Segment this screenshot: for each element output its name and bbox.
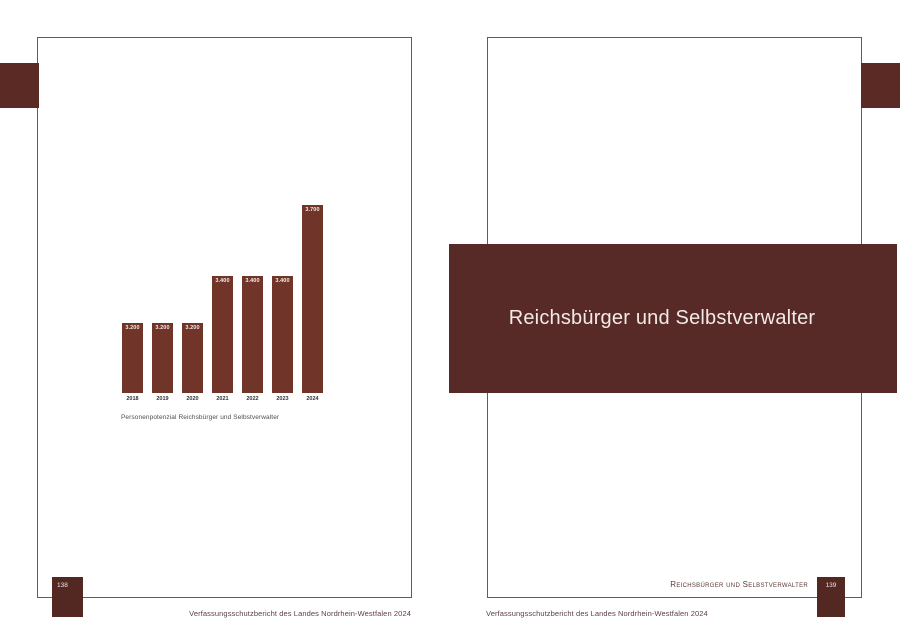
footer-right: Verfassungsschutzbericht des Landes Nord… xyxy=(486,609,708,618)
bar-category-label: 2018 xyxy=(126,396,139,402)
bar-category-label: 2022 xyxy=(246,396,259,402)
bar-column: 3.200 2020 xyxy=(182,205,203,404)
bar-2018: 3.200 xyxy=(122,322,143,393)
footer-left: Verfassungsschutzbericht des Landes Nord… xyxy=(189,609,411,618)
left-edge-tab xyxy=(0,63,39,108)
bar-column: 3.200 2019 xyxy=(152,205,173,404)
bar-2020: 3.200 xyxy=(182,322,203,393)
bar-column: 3.400 2023 xyxy=(272,205,293,404)
running-header: Reichsbürger und Selbstverwalter xyxy=(670,580,808,589)
bar-value-label: 3.200 xyxy=(125,324,140,331)
page-number-right: 139 xyxy=(817,577,845,617)
bar-2021: 3.400 xyxy=(212,275,233,393)
right-edge-tab xyxy=(861,63,900,108)
bar-category-label: 2020 xyxy=(186,396,199,402)
bar-2024: 3.700 xyxy=(302,205,323,393)
bar-2019: 3.200 xyxy=(152,322,173,393)
bar-category-label: 2024 xyxy=(306,396,319,402)
bar-column: 3.200 2018 xyxy=(122,205,143,404)
page-number-left: 138 xyxy=(52,577,83,617)
bar-value-label: 3.200 xyxy=(185,324,200,331)
chapter-title: Reichsbürger und Selbstverwalter xyxy=(508,307,816,329)
bar-category-label: 2021 xyxy=(216,396,229,402)
bar-value-label: 3.400 xyxy=(245,277,260,284)
chapter-banner: Reichsbürger und Selbstverwalter xyxy=(449,244,897,393)
bar-column: 3.400 2021 xyxy=(212,205,233,404)
bar-2022: 3.400 xyxy=(242,275,263,393)
bar-value-label: 3.200 xyxy=(155,324,170,331)
chart-caption: Personenpotenzial Reichsbürger und Selbs… xyxy=(121,414,280,421)
bar-value-label: 3.400 xyxy=(215,277,230,284)
bar-column: 3.400 2022 xyxy=(242,205,263,404)
bar-category-label: 2019 xyxy=(156,396,169,402)
bar-value-label: 3.400 xyxy=(275,277,290,284)
bar-chart: 3.200 2018 3.200 2019 3.200 2020 3.400 2021 3.40… xyxy=(122,205,323,404)
bar-value-label: 3.700 xyxy=(305,207,320,213)
bar-category-label: 2023 xyxy=(276,396,289,402)
bar-column: 3.700 2024 xyxy=(302,205,323,404)
bar-2023: 3.400 xyxy=(272,275,293,393)
